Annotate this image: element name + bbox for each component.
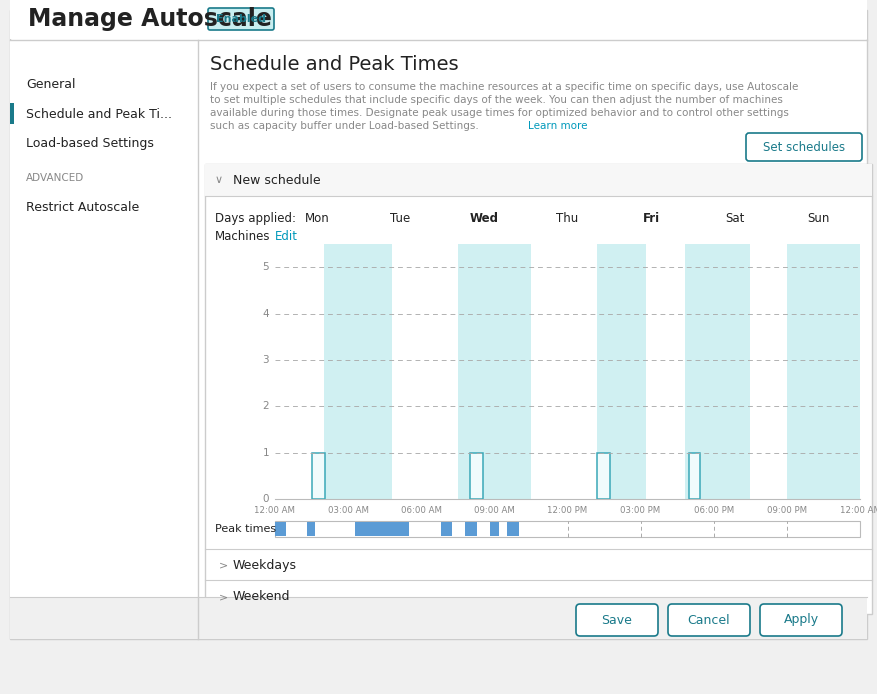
Text: New schedule: New schedule: [233, 174, 321, 187]
Text: Sun: Sun: [807, 212, 830, 224]
Text: >: >: [219, 592, 228, 602]
Text: 09:00 AM: 09:00 AM: [474, 506, 515, 515]
Text: Tue: Tue: [390, 212, 410, 224]
Bar: [685, 244, 751, 499]
Text: ∨: ∨: [215, 175, 223, 185]
Bar: [465, 522, 477, 536]
Bar: [596, 452, 610, 499]
Text: 06:00 AM: 06:00 AM: [401, 506, 442, 515]
Bar: [10, 0, 867, 39]
Bar: [507, 522, 519, 536]
Text: Enabled: Enabled: [216, 14, 266, 24]
Bar: [458, 244, 531, 499]
Text: 1: 1: [262, 448, 269, 457]
FancyBboxPatch shape: [760, 604, 842, 636]
Bar: [596, 244, 645, 499]
Text: Save: Save: [602, 613, 632, 627]
Bar: [10, 597, 867, 639]
Text: 4: 4: [262, 309, 269, 319]
Bar: [275, 521, 860, 537]
Text: Restrict Autoscale: Restrict Autoscale: [26, 201, 139, 214]
Bar: [470, 452, 483, 499]
Text: Set schedules: Set schedules: [763, 140, 845, 153]
Bar: [275, 244, 860, 499]
Text: Manage Autoscale: Manage Autoscale: [28, 7, 272, 31]
Text: 06:00 PM: 06:00 PM: [694, 506, 734, 515]
Text: Schedule and Peak Times: Schedule and Peak Times: [210, 55, 459, 74]
Bar: [10, 103, 14, 124]
Text: 12:00 PM: 12:00 PM: [547, 506, 588, 515]
Text: Mon: Mon: [304, 212, 329, 224]
Text: Load-based Settings: Load-based Settings: [26, 137, 153, 149]
Text: 12:00 AM: 12:00 AM: [254, 506, 296, 515]
Text: 3: 3: [262, 355, 269, 365]
Text: Schedule and Peak Ti...: Schedule and Peak Ti...: [26, 108, 172, 121]
Bar: [205, 164, 872, 614]
Text: Fri: Fri: [643, 212, 660, 224]
Text: If you expect a set of users to consume the machine resources at a specific time: If you expect a set of users to consume …: [210, 82, 798, 92]
Bar: [275, 522, 286, 536]
Text: Sat: Sat: [725, 212, 745, 224]
Bar: [689, 452, 701, 499]
FancyBboxPatch shape: [746, 133, 862, 161]
Text: to set multiple schedules that include specific days of the week. You can then a: to set multiple schedules that include s…: [210, 95, 783, 105]
Text: 0: 0: [262, 494, 269, 504]
Text: such as capacity buffer under Load-based Settings.: such as capacity buffer under Load-based…: [210, 121, 479, 131]
Text: Peak times: Peak times: [215, 524, 276, 534]
Bar: [324, 244, 392, 499]
Text: 5: 5: [262, 262, 269, 272]
Text: 03:00 PM: 03:00 PM: [621, 506, 660, 515]
Text: 12:00 AM: 12:00 AM: [839, 506, 877, 515]
Text: Cancel: Cancel: [688, 613, 731, 627]
Bar: [311, 452, 325, 499]
Text: 09:00 PM: 09:00 PM: [766, 506, 807, 515]
Text: 03:00 AM: 03:00 AM: [328, 506, 368, 515]
Text: available during those times. Designate peak usage times for optimized behavior : available during those times. Designate …: [210, 108, 789, 118]
Bar: [307, 522, 315, 536]
FancyBboxPatch shape: [208, 8, 274, 30]
Bar: [441, 522, 452, 536]
FancyBboxPatch shape: [10, 10, 867, 639]
Text: Learn more: Learn more: [528, 121, 588, 131]
Text: Apply: Apply: [783, 613, 818, 627]
FancyBboxPatch shape: [576, 604, 658, 636]
Bar: [205, 164, 872, 196]
Bar: [10, 40, 198, 639]
Text: Wed: Wed: [469, 212, 498, 224]
Text: Machines: Machines: [215, 230, 270, 242]
Text: Days applied:: Days applied:: [215, 212, 296, 224]
Text: Weekend: Weekend: [233, 591, 290, 604]
FancyBboxPatch shape: [668, 604, 750, 636]
Text: ADVANCED: ADVANCED: [26, 173, 84, 183]
Text: >: >: [219, 560, 228, 570]
Bar: [489, 522, 499, 536]
Text: Weekdays: Weekdays: [233, 559, 297, 571]
Bar: [787, 244, 860, 499]
Text: Edit: Edit: [275, 230, 298, 242]
Bar: [355, 522, 409, 536]
Text: General: General: [26, 78, 75, 90]
Text: Thu: Thu: [556, 212, 579, 224]
Text: 2: 2: [262, 401, 269, 412]
